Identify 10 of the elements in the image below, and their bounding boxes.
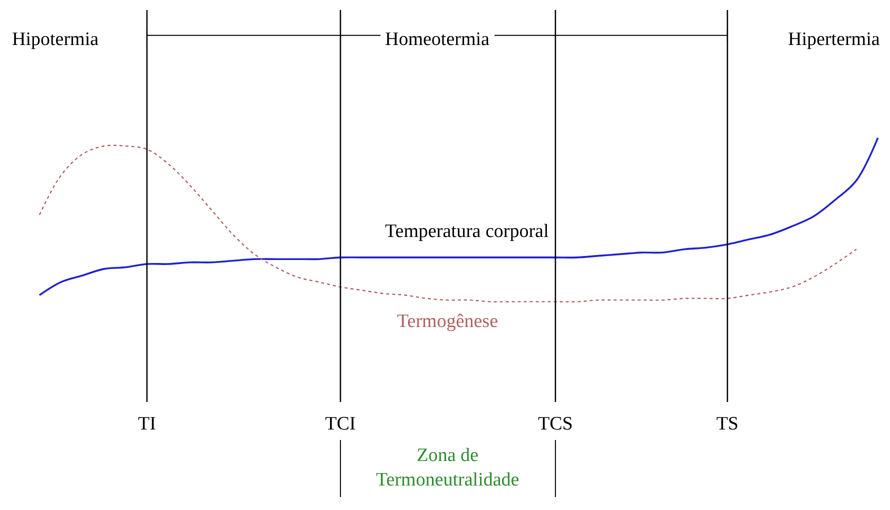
text: Zona de Termoneutralidade [376,445,520,491]
series-label: Termogênese [397,311,498,332]
x-tick-label: TCS [538,413,573,434]
x-tick-label: TI [138,413,156,434]
text: Hipertermia [788,29,880,50]
x-tick-label: TS [716,413,739,434]
text: Homeotermia [385,29,490,50]
text: Hipotermia [12,29,100,50]
x-tick-label: TCI [325,413,356,434]
series-label: Temperatura corporal [385,221,549,242]
